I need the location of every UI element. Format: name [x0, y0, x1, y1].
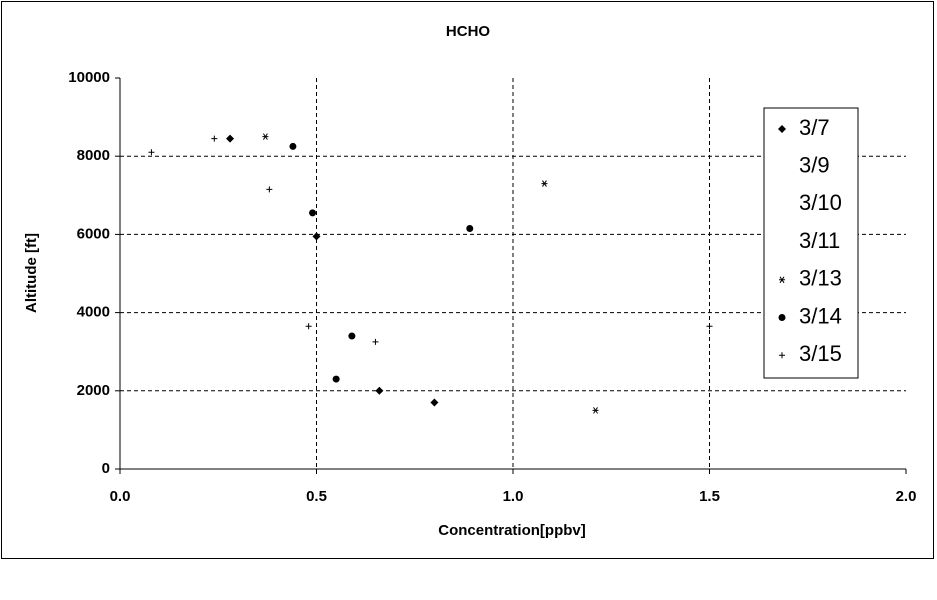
x-tick-label: 2.0	[896, 488, 917, 505]
x-axis-label: Concentration[ppbv]	[438, 522, 586, 539]
marker	[266, 186, 273, 193]
marker	[466, 225, 474, 233]
legend-label: 3/15	[799, 341, 842, 366]
legend-label: 3/7	[799, 115, 830, 140]
marker	[211, 135, 218, 142]
legend-label: 3/11	[799, 228, 840, 253]
y-tick-label: 0	[102, 460, 110, 477]
y-tick-label: 8000	[77, 147, 110, 164]
x-tick-label: 0.5	[306, 488, 327, 505]
legend-label: 3/9	[799, 153, 830, 178]
marker	[226, 134, 235, 143]
marker	[430, 398, 439, 407]
marker	[309, 209, 317, 217]
marker	[779, 276, 785, 284]
marker	[592, 407, 599, 414]
marker	[372, 338, 379, 345]
x-tick-label: 1.0	[503, 488, 524, 505]
marker	[779, 352, 785, 359]
marker	[375, 386, 384, 395]
y-tick-label: 4000	[77, 304, 110, 321]
x-tick-label: 0.0	[110, 488, 131, 505]
marker	[305, 323, 312, 330]
x-tick-label: 1.5	[699, 488, 720, 505]
y-tick-label: 10000	[68, 69, 110, 86]
marker	[262, 133, 269, 140]
marker	[332, 375, 340, 383]
legend-label: 3/14	[799, 303, 842, 328]
legend-label: 3/13	[799, 266, 842, 291]
y-axis-label: Altitude [ft]	[23, 233, 40, 313]
marker	[778, 125, 786, 133]
chart-title: HCHO	[446, 23, 490, 40]
legend-box	[763, 107, 859, 379]
marker	[348, 332, 356, 340]
marker	[541, 180, 548, 187]
marker	[706, 323, 713, 330]
marker	[289, 142, 297, 150]
marker	[148, 149, 155, 156]
marker	[778, 314, 786, 321]
y-tick-label: 6000	[77, 225, 110, 242]
y-tick-label: 2000	[77, 382, 110, 399]
marker	[312, 232, 321, 241]
legend-label: 3/10	[799, 190, 842, 215]
